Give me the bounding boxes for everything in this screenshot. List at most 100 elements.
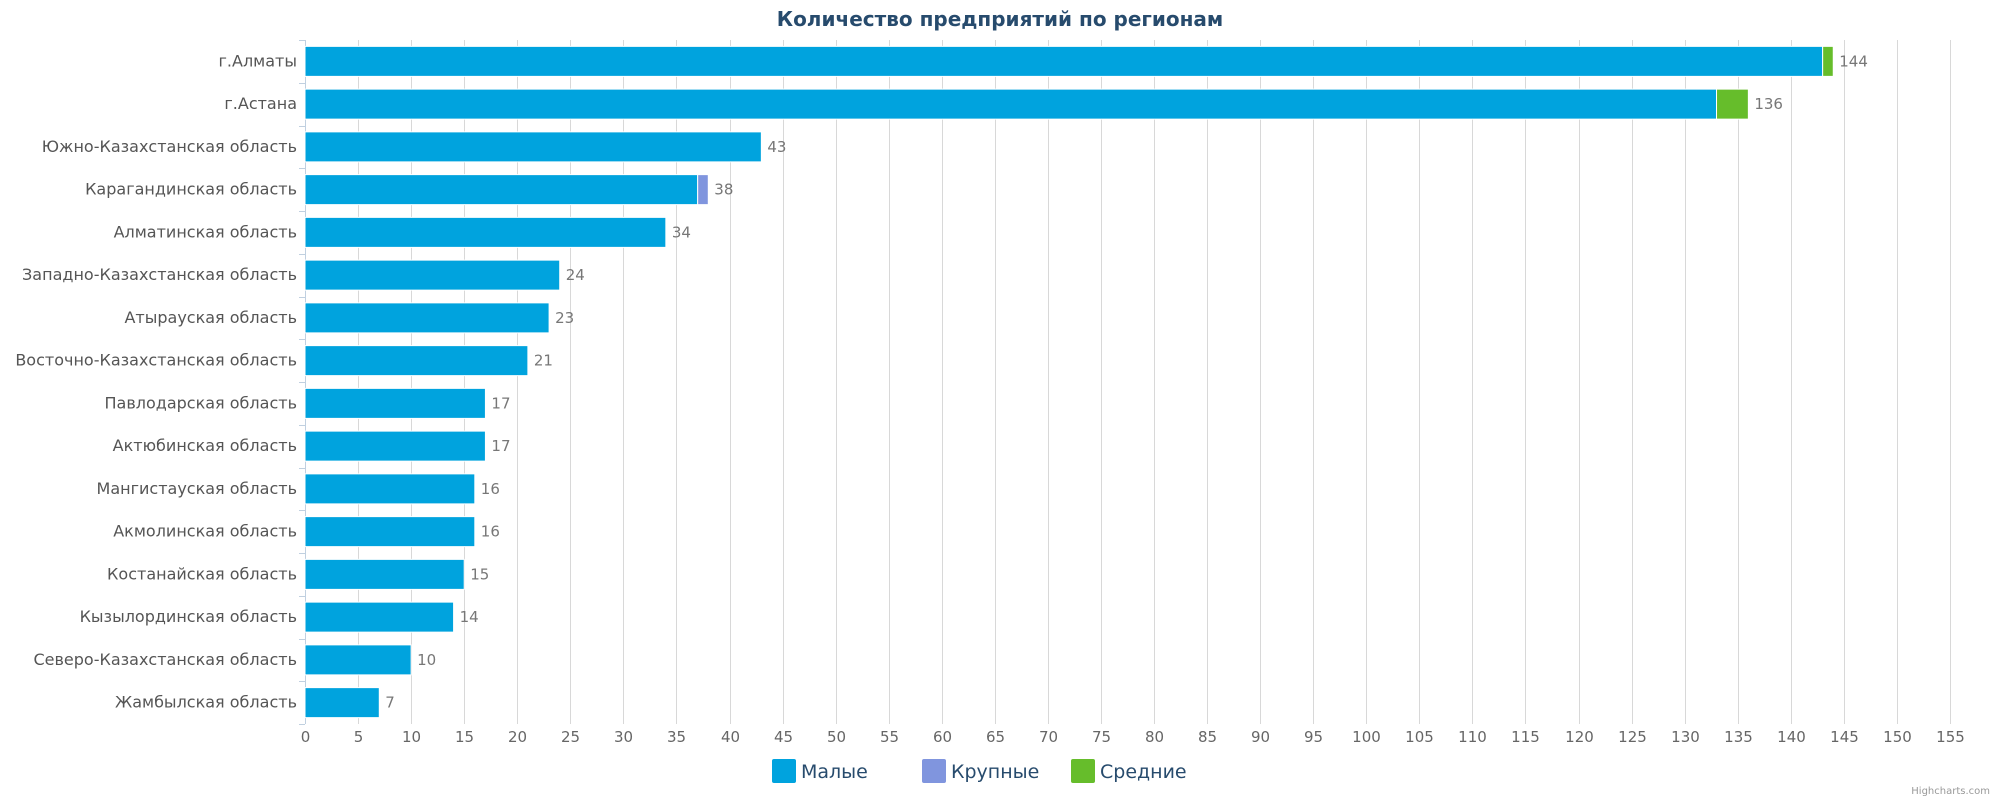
legend-item[interactable]: Крупные xyxy=(922,759,1039,783)
data-label: 38 xyxy=(714,181,733,199)
data-label: 43 xyxy=(767,138,786,156)
x-axis-ticks: 0 5 10 15 20 25 30 35 40 45 50 55 60 65 70 75 80 85 90 95 10… xyxy=(301,728,1965,746)
category-label: г.Астана xyxy=(224,94,297,113)
x-tick-label: 70 xyxy=(1039,728,1058,746)
data-label: 34 xyxy=(672,223,691,241)
x-tick-label: 135 xyxy=(1724,728,1753,746)
x-tick-label: 45 xyxy=(774,728,793,746)
data-label: 17 xyxy=(491,394,510,412)
data-label: 21 xyxy=(534,352,553,370)
x-tick-label: 140 xyxy=(1777,728,1806,746)
legend-item[interactable]: Малые xyxy=(772,759,868,783)
data-label: 15 xyxy=(470,565,489,583)
legend-label: Малые xyxy=(801,761,868,783)
x-tick-label: 25 xyxy=(561,728,580,746)
category-label: г.Алматы xyxy=(219,51,298,70)
bar-small xyxy=(304,45,1824,77)
category-label: Алматинская область xyxy=(114,222,297,241)
bar-small xyxy=(304,516,476,548)
category-label: Восточно-Казахстанская область xyxy=(15,351,297,370)
bar-small xyxy=(304,558,465,590)
bar-small xyxy=(304,259,561,291)
x-tick-label: 105 xyxy=(1405,728,1434,746)
bar-small xyxy=(304,302,550,334)
x-tick-label: 50 xyxy=(827,728,846,746)
bar-medium xyxy=(1716,88,1749,120)
bar-small xyxy=(304,601,455,633)
x-tick-label: 65 xyxy=(986,728,1005,746)
bar-large xyxy=(697,174,709,206)
x-tick-label: 125 xyxy=(1618,728,1647,746)
x-tick-label: 115 xyxy=(1511,728,1540,746)
category-label: Карагандинская область xyxy=(85,180,297,199)
x-tick-label: 130 xyxy=(1671,728,1700,746)
legend: Малые Крупные Средние xyxy=(772,759,1187,783)
category-label: Костанайская область xyxy=(107,564,297,583)
bar-small xyxy=(304,644,412,676)
legend-swatch xyxy=(922,759,946,783)
x-tick-label: 155 xyxy=(1936,728,1965,746)
category-label: Актюбинская область xyxy=(113,436,297,455)
category-label: Южно-Казахстанская область xyxy=(42,137,297,156)
x-tick-label: 20 xyxy=(508,728,527,746)
bar-small xyxy=(304,174,699,206)
x-tick-label: 10 xyxy=(402,728,421,746)
x-tick-label: 60 xyxy=(933,728,952,746)
x-tick-label: 120 xyxy=(1565,728,1594,746)
category-labels: г.Алматы г.Астана Южно-Казахстанская облас… xyxy=(15,51,297,711)
bar-small xyxy=(304,216,667,248)
legend-swatch xyxy=(1071,759,1095,783)
data-label: 16 xyxy=(481,523,500,541)
x-tick-label: 80 xyxy=(1145,728,1164,746)
category-label: Атырауская область xyxy=(124,308,297,327)
bar-small xyxy=(304,88,1718,120)
bar-small xyxy=(304,430,486,462)
category-label: Жамбылская область xyxy=(115,693,297,712)
x-tick-label: 90 xyxy=(1251,728,1270,746)
legend-item[interactable]: Средние xyxy=(1071,759,1187,783)
data-label: 10 xyxy=(417,651,436,669)
bar-small xyxy=(304,387,486,419)
bar-small xyxy=(304,345,529,377)
bar-medium xyxy=(1822,45,1834,77)
category-label: Павлодарская область xyxy=(104,393,297,412)
x-tick-label: 75 xyxy=(1092,728,1111,746)
data-label: 14 xyxy=(460,608,479,626)
legend-swatch xyxy=(772,759,796,783)
x-tick-label: 35 xyxy=(667,728,686,746)
data-label: 17 xyxy=(491,437,510,455)
bar-small xyxy=(304,687,380,719)
x-tick-label: 95 xyxy=(1304,728,1323,746)
data-label: 7 xyxy=(385,694,395,712)
x-tick-label: 85 xyxy=(1198,728,1217,746)
credit-text: Highcharts.com xyxy=(1911,786,1990,797)
category-label: Кызылординская область xyxy=(80,607,297,626)
x-tick-label: 110 xyxy=(1458,728,1487,746)
x-tick-label: 145 xyxy=(1830,728,1859,746)
bar-small xyxy=(304,131,762,163)
category-label: Акмолинская область xyxy=(113,522,297,541)
x-tick-label: 55 xyxy=(880,728,899,746)
category-label: Западно-Казахстанская область xyxy=(22,265,297,284)
data-label: 144 xyxy=(1839,52,1868,70)
data-label: 23 xyxy=(555,309,574,327)
bar-small xyxy=(304,473,476,505)
x-tick-label: 150 xyxy=(1883,728,1912,746)
data-label: 24 xyxy=(566,266,585,284)
legend-label: Средние xyxy=(1100,761,1187,783)
x-tick-label: 40 xyxy=(721,728,740,746)
data-label: 16 xyxy=(481,480,500,498)
data-label: 136 xyxy=(1754,95,1783,113)
category-label: Северо-Казахстанская область xyxy=(33,650,297,669)
chart-title: Количество предприятий по регионам xyxy=(777,7,1224,31)
bars xyxy=(304,45,1834,719)
data-labels: 144 136 43 38 34 24 23 21 17 17 16 16 15 14 10 7 xyxy=(385,52,1868,711)
x-tick-label: 15 xyxy=(455,728,474,746)
x-tick-label: 0 xyxy=(301,728,311,746)
category-label: Мангистауская область xyxy=(97,479,297,498)
x-tick-label: 30 xyxy=(614,728,633,746)
x-tick-label: 100 xyxy=(1352,728,1381,746)
x-tick-label: 5 xyxy=(354,728,364,746)
legend-label: Крупные xyxy=(951,761,1039,783)
